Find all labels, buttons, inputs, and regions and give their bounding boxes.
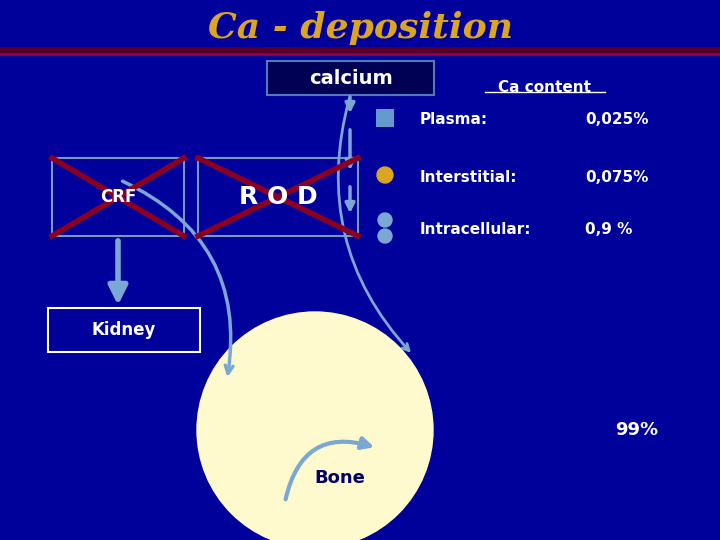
- Text: Kidney: Kidney: [92, 321, 156, 339]
- Text: Bone: Bone: [315, 469, 366, 487]
- Text: Ca content: Ca content: [498, 80, 592, 96]
- Circle shape: [378, 213, 392, 227]
- Text: 0,9 %: 0,9 %: [585, 222, 632, 238]
- Circle shape: [197, 312, 433, 540]
- Text: 99%: 99%: [615, 421, 658, 439]
- Bar: [198, 158, 358, 236]
- FancyArrowPatch shape: [122, 181, 233, 374]
- Text: Intracellular:: Intracellular:: [420, 222, 531, 238]
- Circle shape: [378, 229, 392, 243]
- Text: 0,075%: 0,075%: [585, 170, 649, 185]
- Text: calcium: calcium: [309, 69, 392, 87]
- FancyArrowPatch shape: [338, 99, 409, 350]
- Text: R O D: R O D: [239, 185, 318, 209]
- Text: Interstitial:: Interstitial:: [420, 170, 518, 185]
- Text: CRF: CRF: [100, 188, 136, 206]
- FancyArrowPatch shape: [286, 438, 370, 500]
- Circle shape: [377, 167, 393, 183]
- FancyBboxPatch shape: [267, 61, 434, 95]
- Text: 0,025%: 0,025%: [585, 112, 649, 127]
- Text: Plasma:: Plasma:: [420, 112, 488, 127]
- Text: Ca - deposition: Ca - deposition: [207, 11, 513, 45]
- Bar: [376, 109, 394, 127]
- Bar: [52, 158, 184, 236]
